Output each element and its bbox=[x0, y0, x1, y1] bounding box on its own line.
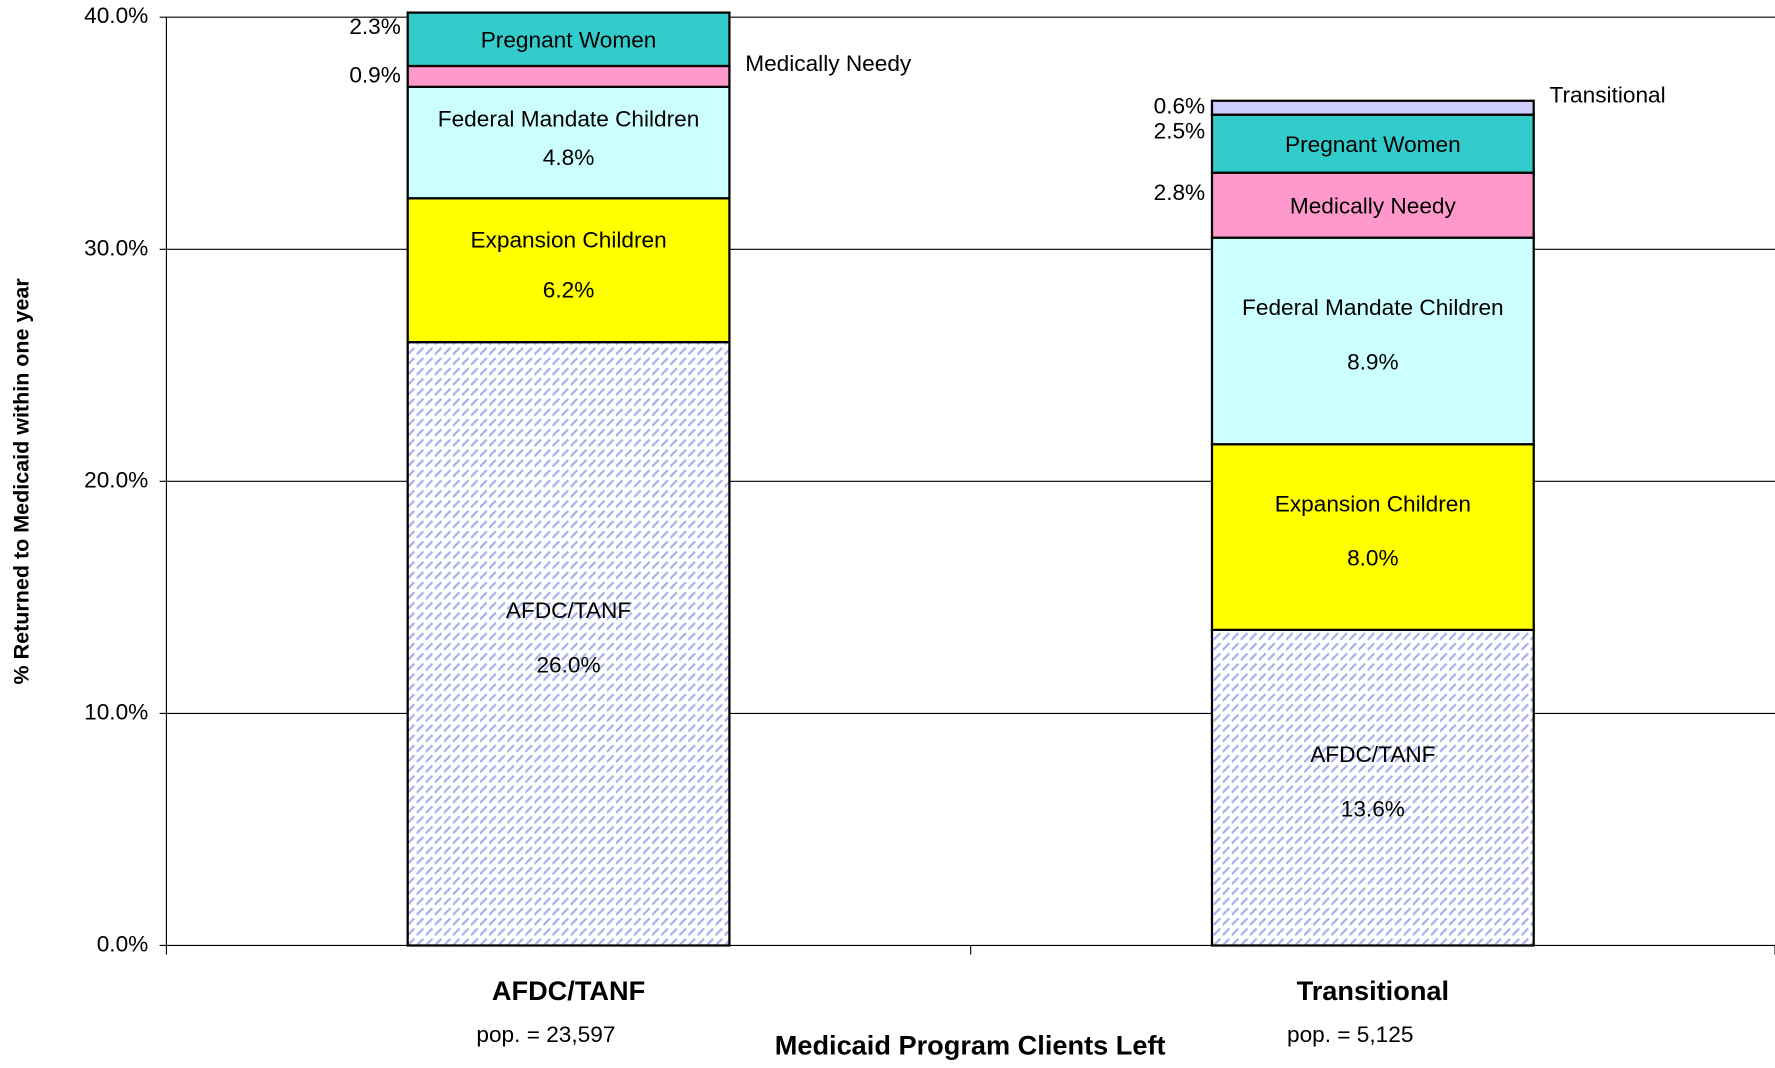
y-tick-label: 40.0% bbox=[84, 3, 148, 28]
data-label: 26.0% bbox=[536, 652, 600, 677]
segment-name: AFDC/TANF bbox=[506, 598, 631, 623]
data-label: 4.8% bbox=[543, 145, 595, 170]
segment-name: Transitional bbox=[1550, 82, 1666, 107]
x-tick-label: Transitional bbox=[1297, 975, 1449, 1006]
bar-segment bbox=[1210, 628, 1535, 947]
segment-name: Federal Mandate Children bbox=[1242, 295, 1504, 320]
y-tick-label: 30.0% bbox=[84, 235, 148, 260]
x-tick-label: AFDC/TANF bbox=[492, 975, 645, 1006]
bar-segment bbox=[406, 197, 731, 344]
y-tick-label: 20.0% bbox=[84, 467, 148, 492]
data-label: 0.6% bbox=[1154, 94, 1206, 119]
segment-name: Pregnant Women bbox=[481, 28, 657, 53]
data-label: 2.3% bbox=[349, 14, 401, 39]
data-label: 2.8% bbox=[1154, 180, 1206, 205]
y-tick-label: 0.0% bbox=[97, 931, 149, 956]
data-label: 2.5% bbox=[1154, 118, 1206, 143]
segment-name: Medically Needy bbox=[745, 51, 912, 76]
bar-segment bbox=[406, 340, 731, 947]
bar-segment bbox=[1210, 99, 1535, 116]
segment-name: Medically Needy bbox=[1290, 193, 1457, 218]
bar-segment bbox=[406, 11, 731, 68]
bar-segment bbox=[1210, 171, 1535, 239]
category-note: pop. = 23,597 bbox=[476, 1022, 615, 1047]
bar-segment bbox=[406, 85, 731, 200]
x-axis-label: Medicaid Program Clients Left bbox=[775, 1030, 1166, 1061]
y-tick-label: 10.0% bbox=[84, 699, 148, 724]
data-label: 0.9% bbox=[349, 62, 401, 87]
segment-name: AFDC/TANF bbox=[1310, 742, 1435, 767]
bar-segment bbox=[1210, 113, 1535, 174]
segment-name: Expansion Children bbox=[470, 227, 666, 252]
data-label: 8.0% bbox=[1347, 546, 1399, 571]
data-label: 8.9% bbox=[1347, 350, 1399, 375]
segment-name: Expansion Children bbox=[1275, 491, 1471, 516]
segment-name: Federal Mandate Children bbox=[438, 106, 700, 131]
y-axis-label: % Returned to Medicaid within one year bbox=[9, 278, 33, 685]
category-note: pop. = 5,125 bbox=[1287, 1022, 1413, 1047]
bar-segment bbox=[406, 64, 731, 88]
data-label: 6.2% bbox=[543, 278, 595, 303]
bar-segment bbox=[1210, 443, 1535, 632]
bar-segment bbox=[1210, 236, 1535, 446]
data-label: 13.6% bbox=[1341, 796, 1405, 821]
segment-name: Pregnant Women bbox=[1285, 132, 1461, 157]
